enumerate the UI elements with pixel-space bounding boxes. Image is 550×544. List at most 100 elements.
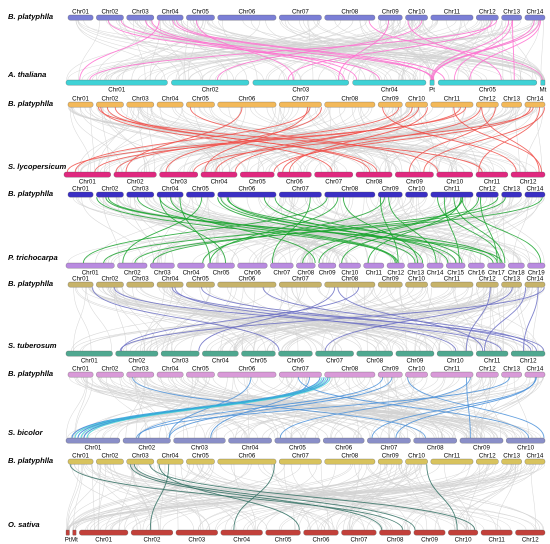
- background-link: [83, 20, 340, 81]
- highlight-link: [198, 287, 336, 352]
- highlight-link: [426, 464, 458, 531]
- highlight-link: [279, 377, 471, 439]
- chromosome-bar-top: [279, 371, 322, 378]
- background-link: [181, 20, 228, 81]
- background-link: [518, 287, 529, 352]
- background-link: [124, 464, 191, 531]
- highlight-link: [152, 197, 506, 264]
- highlight-link: [431, 20, 535, 81]
- chromosome-bar-top: [217, 281, 277, 288]
- chromosome-label-bottom: Chr03: [172, 358, 189, 365]
- highlight-link: [216, 20, 423, 81]
- chromosome-bar-bottom: [202, 350, 239, 357]
- chromosome-bar-top: [67, 281, 94, 288]
- background-link: [139, 107, 280, 173]
- background-link: [501, 20, 504, 81]
- chromosome-label-bottom: Chr06: [286, 179, 303, 186]
- background-link: [536, 107, 543, 173]
- background-link: [200, 107, 491, 173]
- chromosome-bar-top: [156, 101, 184, 108]
- background-link: [479, 197, 540, 264]
- background-link: [81, 377, 258, 439]
- chromosome-label-top: Chr05: [192, 185, 209, 192]
- highlight-link: [202, 197, 385, 264]
- highlight-link: [209, 197, 339, 264]
- chromosome-bar-bottom: [117, 262, 148, 269]
- highlight-link: [98, 107, 483, 173]
- background-link: [530, 464, 537, 531]
- chromosome-bar-bottom: [487, 262, 506, 269]
- chromosome-label-bottom: Chr07: [350, 537, 367, 544]
- highlight-link: [172, 20, 433, 81]
- background-link: [411, 20, 431, 81]
- background-link: [83, 377, 249, 439]
- chromosome-bar-top: [524, 101, 546, 108]
- background-link: [149, 20, 162, 81]
- chromosome-label-top: Chr12: [479, 185, 496, 192]
- background-link: [169, 20, 301, 81]
- background-link: [304, 197, 442, 264]
- chromosome-bar-bottom: [540, 79, 546, 86]
- highlight-link: [287, 20, 493, 81]
- chromosome-bar-top: [67, 14, 94, 21]
- background-link: [125, 377, 146, 439]
- background-link: [114, 287, 145, 352]
- background-link: [398, 197, 477, 264]
- background-link: [99, 377, 363, 439]
- chromosome-bar-top: [405, 14, 428, 21]
- chromosome-bar-bottom: [508, 262, 525, 269]
- highlight-link: [215, 107, 420, 173]
- chromosome-bar-bottom: [171, 79, 250, 86]
- background-link: [95, 197, 191, 264]
- chromosome-bar-top: [186, 281, 215, 288]
- chromosome-label-top: Chr10: [408, 8, 425, 15]
- background-link: [198, 464, 379, 531]
- chromosome-bar-bottom: [527, 262, 546, 269]
- chromosome-label-top: Chr04: [162, 8, 179, 15]
- highlight-link: [196, 20, 294, 81]
- background-link: [199, 287, 266, 352]
- background-link: [490, 287, 497, 352]
- highlight-link: [324, 287, 513, 352]
- bottom-species-label: S. bicolor: [8, 428, 44, 437]
- background-link: [188, 20, 478, 81]
- chromosome-label-top: Chr08: [341, 8, 358, 15]
- chromosome-label-bottom: Chr06: [287, 358, 304, 365]
- background-link: [72, 464, 302, 531]
- chromosome-label-top: Chr03: [132, 8, 149, 15]
- background-link: [122, 107, 346, 173]
- chromosome-label-top: Chr07: [292, 185, 309, 192]
- background-link: [94, 464, 409, 531]
- highlight-link: [430, 20, 510, 81]
- background-link: [135, 287, 511, 352]
- chromosome-bar-top: [501, 191, 522, 198]
- chromosome-label-top: Chr04: [162, 275, 179, 282]
- background-link: [131, 464, 543, 531]
- highlight-link: [262, 287, 537, 352]
- chromosome-bar-top: [279, 101, 322, 108]
- background-link: [418, 377, 482, 439]
- background-link: [97, 464, 254, 531]
- background-link: [210, 107, 398, 173]
- highlight-link: [122, 197, 203, 264]
- chromosome-bar-bottom: [355, 171, 393, 178]
- background-link: [334, 377, 456, 439]
- highlight-link: [282, 107, 481, 173]
- chromosome-bar-top: [96, 371, 124, 378]
- chromosome-label-bottom: Chr07: [380, 445, 397, 452]
- chromosome-label-top: Chr07: [292, 8, 309, 15]
- background-link: [389, 107, 466, 173]
- chromosome-label-top: Chr09: [382, 95, 399, 102]
- chromosome-label-top: Chr12: [479, 275, 496, 282]
- background-link: [71, 287, 271, 352]
- chromosome-bar-top: [156, 371, 184, 378]
- highlight-link: [168, 377, 393, 439]
- chromosome-label-top: Chr04: [162, 95, 179, 102]
- background-link: [139, 377, 207, 439]
- background-link: [279, 377, 533, 439]
- background-link: [241, 287, 256, 352]
- background-link: [189, 107, 497, 173]
- background-link: [388, 20, 545, 81]
- background-link: [106, 464, 457, 531]
- background-link: [68, 464, 526, 531]
